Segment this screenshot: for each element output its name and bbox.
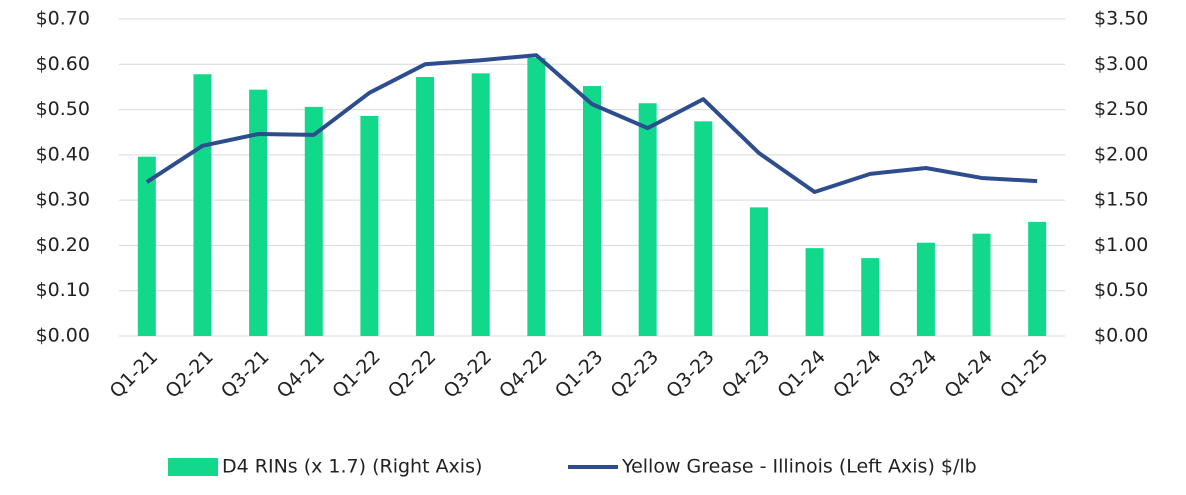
bar xyxy=(416,76,435,337)
x-tick-label: Q4-23 xyxy=(718,346,775,403)
bar xyxy=(972,233,991,336)
line xyxy=(145,53,1038,194)
bar xyxy=(749,207,768,336)
legend-label: D4 RINs (x 1.7) (Right Axis) xyxy=(222,456,482,478)
x-tick-label: Q4-24 xyxy=(940,346,997,403)
x-tick-label: Q2-22 xyxy=(384,346,441,403)
y2-tick-label: $0.50 xyxy=(1094,279,1148,301)
y-tick-label: $0.20 xyxy=(36,234,90,256)
y-tick-label: $0.40 xyxy=(36,143,90,165)
bar xyxy=(805,248,824,336)
x-tick-label: Q3-21 xyxy=(217,346,274,403)
x-tick-label: Q4-21 xyxy=(273,346,330,403)
bar xyxy=(916,242,935,336)
bar xyxy=(249,89,268,336)
x-tick-label: Q4-22 xyxy=(495,346,552,403)
y2-tick-label: $2.00 xyxy=(1094,143,1148,165)
y2-tick-label: $2.50 xyxy=(1094,98,1148,120)
bar xyxy=(638,103,657,336)
y-tick-label: $0.50 xyxy=(36,98,90,120)
x-tick-label: Q2-24 xyxy=(829,346,886,403)
y2-tick-label: $1.00 xyxy=(1094,234,1148,256)
x-tick-label: Q2-21 xyxy=(161,346,218,403)
y-tick-label: $0.10 xyxy=(36,279,90,301)
y-tick-label: $0.70 xyxy=(36,8,90,30)
bar xyxy=(360,115,379,336)
bar xyxy=(137,156,156,336)
bar xyxy=(527,57,546,337)
y-tick-label: $0.60 xyxy=(36,53,90,75)
x-tick-label: Q3-24 xyxy=(885,346,942,403)
y2-tick-label: $3.00 xyxy=(1094,53,1148,75)
x-tick-label: Q1-24 xyxy=(773,346,830,403)
y2-tick-label: $0.00 xyxy=(1094,325,1148,347)
x-tick-label: Q3-22 xyxy=(440,346,497,403)
x-tick-label: Q3-23 xyxy=(662,346,719,403)
bar xyxy=(471,73,490,336)
legend-label: Yellow Grease - Illinois (Left Axis) $/l… xyxy=(621,456,977,478)
y2-tick-label: $1.50 xyxy=(1094,189,1148,211)
bar xyxy=(304,106,323,337)
x-tick-label: Q1-23 xyxy=(551,346,608,403)
y2-tick-label: $3.50 xyxy=(1094,8,1148,30)
x-tick-label: Q1-25 xyxy=(996,346,1053,403)
x-tick-label: Q1-22 xyxy=(328,346,385,403)
bar xyxy=(1028,221,1047,336)
bar xyxy=(583,86,601,336)
y-tick-label: $0.30 xyxy=(36,189,90,211)
bar xyxy=(193,74,212,337)
bar xyxy=(694,121,713,337)
y-tick-label: $0.00 xyxy=(36,325,90,347)
bar xyxy=(861,258,880,336)
x-tick-label: Q2-23 xyxy=(606,346,663,403)
x-tick-label: Q1-21 xyxy=(106,346,163,403)
legend-swatch xyxy=(168,458,218,476)
